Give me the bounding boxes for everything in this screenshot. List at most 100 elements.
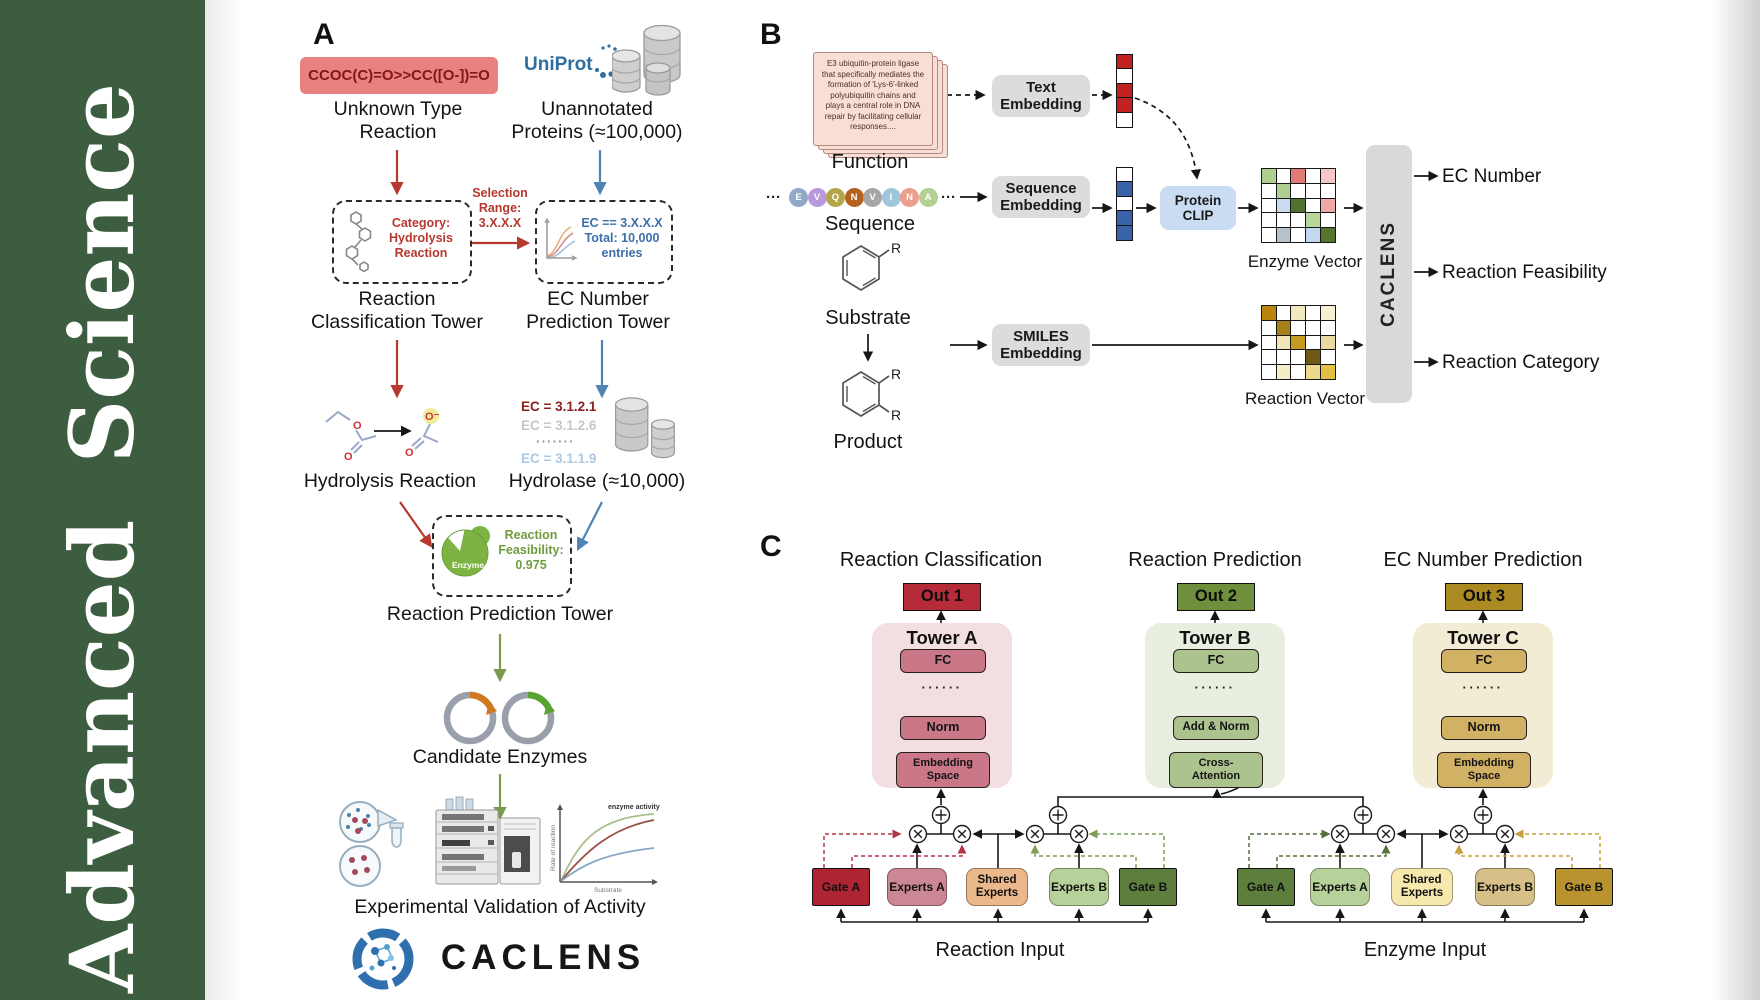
- grid-cell: [1305, 334, 1322, 351]
- grid-cell: [1305, 319, 1322, 336]
- grid-cell: [1305, 227, 1322, 244]
- panel-b-arrows: [862, 89, 1439, 368]
- heading-ec-number-prediction: EC Number Prediction: [1383, 549, 1583, 571]
- multiply-node: [1376, 824, 1396, 844]
- grid-cell: [1260, 227, 1277, 244]
- svg-text:Rate of reaction: Rate of reaction: [550, 825, 557, 871]
- multiply-node: [1330, 824, 1350, 844]
- ec-item-3: EC = 3.1.1.9: [521, 451, 597, 466]
- journal-sidebar: Advanced Science: [0, 0, 205, 1000]
- heading-reaction-classification: Reaction Classification: [839, 549, 1043, 571]
- grid-cell: [1320, 197, 1337, 214]
- moe-reaction-shared-experts: Shared Experts: [966, 868, 1028, 906]
- svg-text:O⁻: O⁻: [425, 411, 440, 423]
- tower-c-norm: Norm: [1441, 716, 1527, 740]
- prediction-tower-label: Reaction Prediction Tower: [386, 603, 614, 625]
- database-icon-unannotated: [612, 24, 681, 96]
- sum-node: [1048, 805, 1068, 825]
- tower-b-name: Tower B: [1179, 627, 1251, 648]
- tower-a-fc: FC: [900, 649, 986, 673]
- moe-enzyme-gate-b: Gate B: [1555, 868, 1613, 906]
- grid-cell: [1260, 182, 1277, 199]
- enzyme-vector-grid: [1260, 168, 1337, 244]
- substrate-molecule: R: [842, 240, 900, 291]
- grid-cell: [1320, 319, 1337, 336]
- tower-c-fc: FC: [1441, 649, 1527, 673]
- multiply-node: [1449, 824, 1469, 844]
- reaction-prediction-box: [432, 515, 572, 597]
- candidate-enzymes-label: Candidate Enzymes: [412, 746, 588, 768]
- grid-cell: [1320, 364, 1337, 381]
- out-3-box: Out 3: [1445, 583, 1523, 611]
- sequence-embedding-vector: [1116, 166, 1133, 242]
- protein-clip-box: Protein CLIP: [1160, 186, 1236, 230]
- ec-total-note: EC == 3.X.X.X Total: 10,000 entries: [581, 216, 663, 260]
- moe-enzyme-experts-b: Experts B: [1475, 868, 1535, 906]
- output-reaction-category: Reaction Category: [1442, 352, 1600, 373]
- curves-plot-icon: [544, 217, 578, 261]
- tower-a-embedding-space: Embedding Space: [896, 752, 990, 788]
- residue-circle: N: [900, 188, 919, 207]
- panel-b-label: B: [760, 18, 782, 51]
- out-2-box: Out 2: [1177, 583, 1255, 611]
- enzyme-blob-icon: [441, 523, 490, 577]
- multiply-node: [908, 824, 928, 844]
- right-edge-gradient: [1712, 0, 1760, 1000]
- panel-a-arrows: [374, 150, 609, 821]
- grid-cell: [1275, 334, 1292, 351]
- vector-cell: [1116, 166, 1133, 183]
- grid-cell: [1290, 182, 1307, 199]
- tower-b-fc: FC: [1173, 649, 1259, 673]
- grid-cell: [1260, 319, 1277, 336]
- sequence-ellipsis-right: ···: [941, 189, 956, 206]
- selection-range-note: Selection Range: 3.X.X.X: [472, 186, 528, 230]
- vector-cell: [1116, 53, 1133, 70]
- feasibility-note: Reaction Feasibility: 0.975: [498, 528, 564, 572]
- grid-cell: [1320, 334, 1337, 351]
- sequence-label: Sequence: [824, 213, 916, 235]
- tower-c-dots: ······: [1462, 680, 1504, 695]
- grid-cell: [1260, 349, 1277, 366]
- residue-circle: A: [918, 188, 938, 207]
- moe-reaction-experts-a: Experts A: [887, 868, 947, 906]
- multiply-node: [1025, 824, 1045, 844]
- panel-a-label: A: [313, 18, 335, 51]
- residue-circle: V: [807, 188, 827, 207]
- text-embedding-box: Text Embedding: [992, 75, 1090, 117]
- tower-c-embedding-space: Embedding Space: [1437, 752, 1531, 788]
- tower-b-add-norm: Add & Norm: [1173, 716, 1259, 740]
- caclens-logo-icon: [352, 928, 414, 990]
- grid-cell: [1320, 182, 1337, 199]
- multiply-node: [952, 824, 972, 844]
- tower-c-name: Tower C: [1447, 627, 1519, 648]
- reaction-vector-label: Reaction Vector: [1244, 389, 1365, 408]
- svg-text:R: R: [891, 407, 900, 423]
- vector-cell: [1116, 181, 1133, 198]
- grid-cell: [1275, 319, 1292, 336]
- tower-a-name: Tower A: [906, 627, 978, 648]
- smiles-embedding-box: SMILES Embedding: [992, 324, 1090, 366]
- vector-cell: [1116, 68, 1133, 85]
- vector-cell: [1116, 112, 1133, 129]
- moe-reaction-gate-a: Gate A: [812, 868, 870, 906]
- grid-cell: [1275, 182, 1292, 199]
- hydrolysis-reaction-label: Hydrolysis Reaction: [303, 470, 477, 492]
- grid-cell: [1305, 212, 1322, 229]
- grid-cell: [1320, 349, 1337, 366]
- grid-cell: [1320, 227, 1337, 244]
- grid-cell: [1290, 305, 1307, 321]
- sequence-embedding-box: Sequence Embedding: [992, 176, 1090, 218]
- moe-reaction-gate-b: Gate B: [1119, 868, 1177, 906]
- sum-node: [1353, 805, 1373, 825]
- multiply-node: [1495, 824, 1515, 844]
- heading-reaction-prediction: Reaction Prediction: [1128, 549, 1302, 571]
- grid-cell: [1305, 305, 1322, 321]
- grid-cell: [1290, 212, 1307, 229]
- grid-cell: [1320, 168, 1337, 184]
- unannotated-proteins-label: Unannotated Proteins (≈100,000): [511, 98, 683, 143]
- tower-a-dots: ······: [921, 680, 963, 695]
- grid-cell: [1290, 364, 1307, 381]
- function-card-text: E3 ubiquitin-protein ligase that specifi…: [821, 59, 925, 132]
- moe-enzyme-experts-a: Experts A: [1310, 868, 1370, 906]
